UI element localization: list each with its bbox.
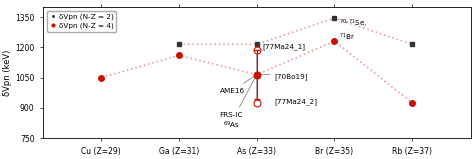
Text: FRS-IC
$^{69}$As: FRS-IC $^{69}$As bbox=[220, 77, 255, 131]
Text: [70Bo19]: [70Bo19] bbox=[274, 73, 308, 80]
Text: [77Ma24_2]: [77Ma24_2] bbox=[274, 98, 317, 105]
Legend: δVpn (N-Z = 2), δVpn (N-Z = 4): δVpn (N-Z = 2), δVpn (N-Z = 4) bbox=[46, 10, 117, 32]
Y-axis label: δVpn (keV): δVpn (keV) bbox=[3, 49, 12, 96]
Text: [77Ma24_1]: [77Ma24_1] bbox=[263, 43, 306, 50]
Text: $^{70,71}$Se,
$^{71}$Br: $^{70,71}$Se, $^{71}$Br bbox=[339, 17, 367, 43]
Text: AME16: AME16 bbox=[220, 76, 255, 94]
